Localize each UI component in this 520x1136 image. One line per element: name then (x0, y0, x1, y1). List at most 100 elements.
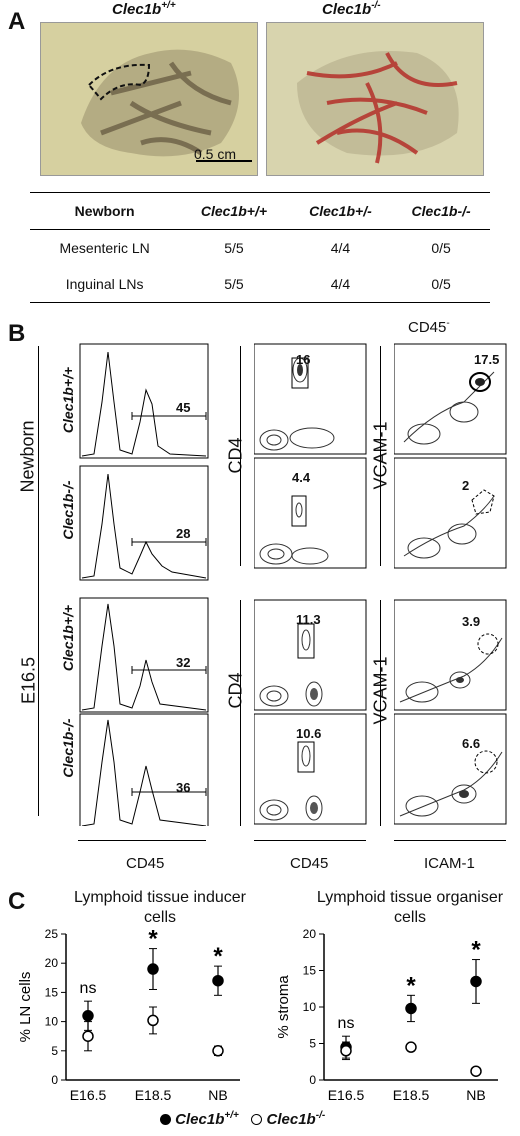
open-circle-icon (251, 1114, 263, 1125)
contour-plot (394, 713, 507, 825)
data-point-ko (147, 1014, 159, 1027)
legend-wt-label: Clec1b (175, 1111, 225, 1128)
cd4-axis-rule (240, 346, 241, 566)
vcam-gate-value: 6.6 (462, 736, 481, 751)
row-group-newborn: Newborn (17, 420, 38, 493)
hist-gate-value: 45 (176, 400, 191, 415)
x-tick-label: E16.5 (70, 1087, 107, 1103)
legend-ko-label: Clec1b (266, 1111, 316, 1128)
vcam-y-axis-label: VCAM-1 (370, 421, 391, 490)
vcam-gate-value: 3.9 (462, 614, 481, 629)
y-tick-label: 10 (45, 1015, 59, 1029)
legend: Clec1b+/+ Clec1b-/- (160, 1110, 325, 1128)
significance-label: * (406, 972, 416, 999)
significance-label: * (148, 928, 158, 953)
contour-plot (394, 343, 507, 455)
y-tick-label: 15 (303, 964, 317, 978)
chart-right-title: Lymphoid tissue organiser cells (316, 889, 504, 926)
cd45-negative-label: CD45- (408, 318, 450, 336)
icam-x-axis-label: ICAM-1 (424, 855, 475, 872)
data-point-ko (212, 1045, 224, 1057)
contour-plot (254, 599, 367, 711)
y-tick-label: 5 (309, 1037, 316, 1051)
chart-left-title: Lymphoid tissue inducer cells (74, 889, 246, 926)
photo-right-title: Clec1b-/- (322, 0, 381, 18)
y-axis-label: % LN cells (17, 972, 34, 1043)
vcam-axis-rule (380, 346, 381, 566)
x-tick-label: NB (208, 1087, 227, 1103)
vcam-y-axis-label: VCAM-1 (370, 656, 391, 725)
hist-gate-value: 36 (176, 780, 191, 795)
cd45-x-axis-label: CD45 (290, 855, 329, 872)
significance-label: * (471, 937, 481, 964)
hist-x-axis-rule (78, 840, 206, 841)
x-tick-label: E18.5 (135, 1087, 172, 1103)
photo-left-title: Clec1b+/+ (112, 0, 176, 18)
table-cell: 5/5 (179, 266, 289, 303)
significance-label: * (213, 943, 223, 970)
filled-circle-icon (160, 1114, 171, 1125)
x-tick-label: E16.5 (328, 1087, 365, 1103)
y-tick-label: 5 (51, 1044, 58, 1058)
photo-wt-mesentery (40, 22, 258, 176)
data-point-wt (212, 974, 224, 987)
histogram-plot (79, 713, 209, 826)
significance-label: ns (338, 1015, 355, 1032)
data-point-wt (405, 1002, 417, 1015)
significance-label: ns (80, 980, 97, 997)
ltoc-chart: 0 5 10 15 20 E16.5 E18.5 NB % stroma ns * * (275, 928, 498, 1103)
vcam-gate-value: 2 (462, 478, 470, 493)
table-header: Newborn (30, 192, 180, 230)
contour-plot (254, 343, 367, 455)
cd4-y-axis-label: CD4 (225, 437, 246, 474)
icam-x-axis-rule (394, 840, 506, 841)
histogram-plot (79, 597, 209, 713)
cd4-gate-value: 11.3 (296, 612, 321, 627)
cd4-contour-column (254, 343, 367, 825)
data-point-ko (470, 1065, 482, 1077)
table-cell: 4/4 (288, 266, 393, 303)
contour-plot (394, 599, 507, 711)
genotype-label: Clec1b+/+ (60, 366, 76, 434)
cd45-x-axis-rule (254, 840, 366, 841)
y-tick-label: 0 (309, 1073, 316, 1087)
histogram-plot (79, 343, 209, 459)
table-header: Clec1b+/- (288, 192, 393, 230)
panel-letter-b: B (8, 320, 26, 347)
table-cell: Mesenteric LN (59, 240, 150, 256)
hist-gate-value: 28 (176, 526, 191, 541)
contour-plot (254, 713, 367, 825)
y-tick-label: 25 (45, 928, 59, 941)
table-cell: 0/5 (431, 240, 451, 256)
genotype-label: Clec1b+/+ (60, 604, 76, 672)
row-group-e16-5: E16.5 (18, 656, 39, 705)
panel-letter-c: C (8, 888, 26, 915)
genotype-label: Clec1b-/- (60, 718, 76, 778)
histogram-plot (79, 465, 209, 581)
vcam-axis-rule (380, 600, 381, 826)
table-cell: 0/5 (392, 266, 490, 303)
lymph-node-table: Newborn Clec1b+/+ Clec1b+/- Clec1b-/- Me… (30, 192, 490, 303)
cd4-gate-value: 10.6 (296, 726, 322, 741)
panel-letter-a: A (8, 8, 26, 35)
cd4-gate-value: 16 (296, 352, 311, 367)
scale-bar-label: 0.5 cm (194, 146, 237, 162)
data-point-wt (147, 963, 159, 975)
cd4-axis-rule (240, 600, 241, 826)
data-point-ko (340, 1045, 352, 1057)
y-tick-label: 10 (303, 1000, 317, 1014)
data-point-wt (82, 1010, 94, 1022)
y-tick-label: 0 (51, 1073, 58, 1087)
histogram-column (79, 343, 209, 826)
data-point-ko (82, 1030, 94, 1042)
cd4-y-axis-label: CD4 (225, 672, 246, 709)
hist-gate-value: 32 (176, 655, 191, 670)
data-point-ko (405, 1041, 417, 1053)
scale-bar-line (196, 160, 252, 162)
contour-plot (394, 457, 507, 569)
vcam-gate-value: 17.5 (474, 352, 500, 367)
genotype-label: Clec1b-/- (60, 480, 76, 540)
vcam-contour-column (394, 343, 507, 825)
y-axis-label: % stroma (275, 975, 292, 1039)
y-tick-label: 20 (45, 956, 59, 970)
